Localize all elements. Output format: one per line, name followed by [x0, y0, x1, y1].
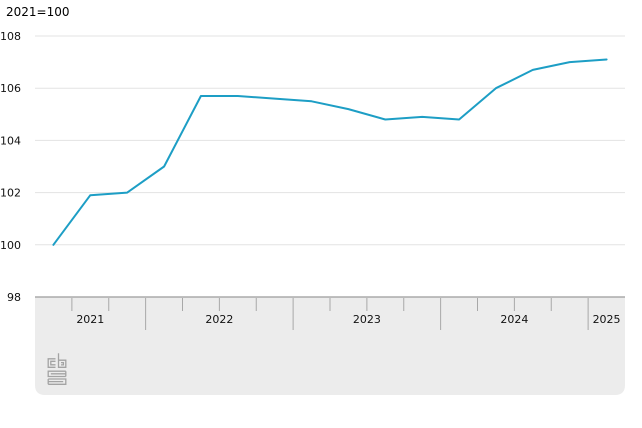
x-axis-year-label: 2025	[593, 313, 621, 326]
x-axis-year-label: 2024	[500, 313, 528, 326]
y-axis-tick-label: 108	[0, 30, 21, 43]
y-axis-tick-label: 106	[0, 82, 21, 95]
cbs-logo-c	[47, 358, 56, 368]
x-axis-panel	[35, 297, 625, 395]
x-axis-year-label: 2023	[353, 313, 381, 326]
data-line	[52, 58, 608, 246]
chart-unit-label: 2021=100	[6, 5, 70, 19]
cbs-logo	[47, 353, 67, 385]
cbs-logo-b	[57, 353, 67, 368]
y-axis-tick-label: 104	[0, 134, 21, 147]
cbs-logo-s	[47, 370, 67, 385]
x-axis-year-label: 2022	[205, 313, 233, 326]
x-axis-year-label: 2021	[76, 313, 104, 326]
y-axis-tick-label: 98	[7, 291, 21, 304]
y-axis-tick-label: 102	[0, 187, 21, 200]
y-axis-tick-label: 100	[0, 239, 21, 252]
